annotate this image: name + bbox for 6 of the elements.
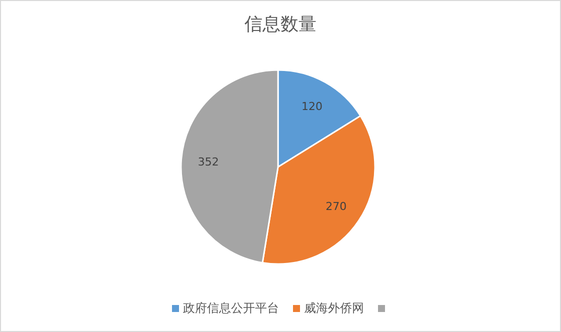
legend-label: 威海外侨网 [304,301,364,315]
data-label: 270 [326,200,347,213]
data-label: 120 [301,100,322,113]
legend-label: 政府信息公开平台 [183,301,279,315]
chart-title: 信息数量 [244,14,316,35]
data-label: 352 [198,155,219,168]
